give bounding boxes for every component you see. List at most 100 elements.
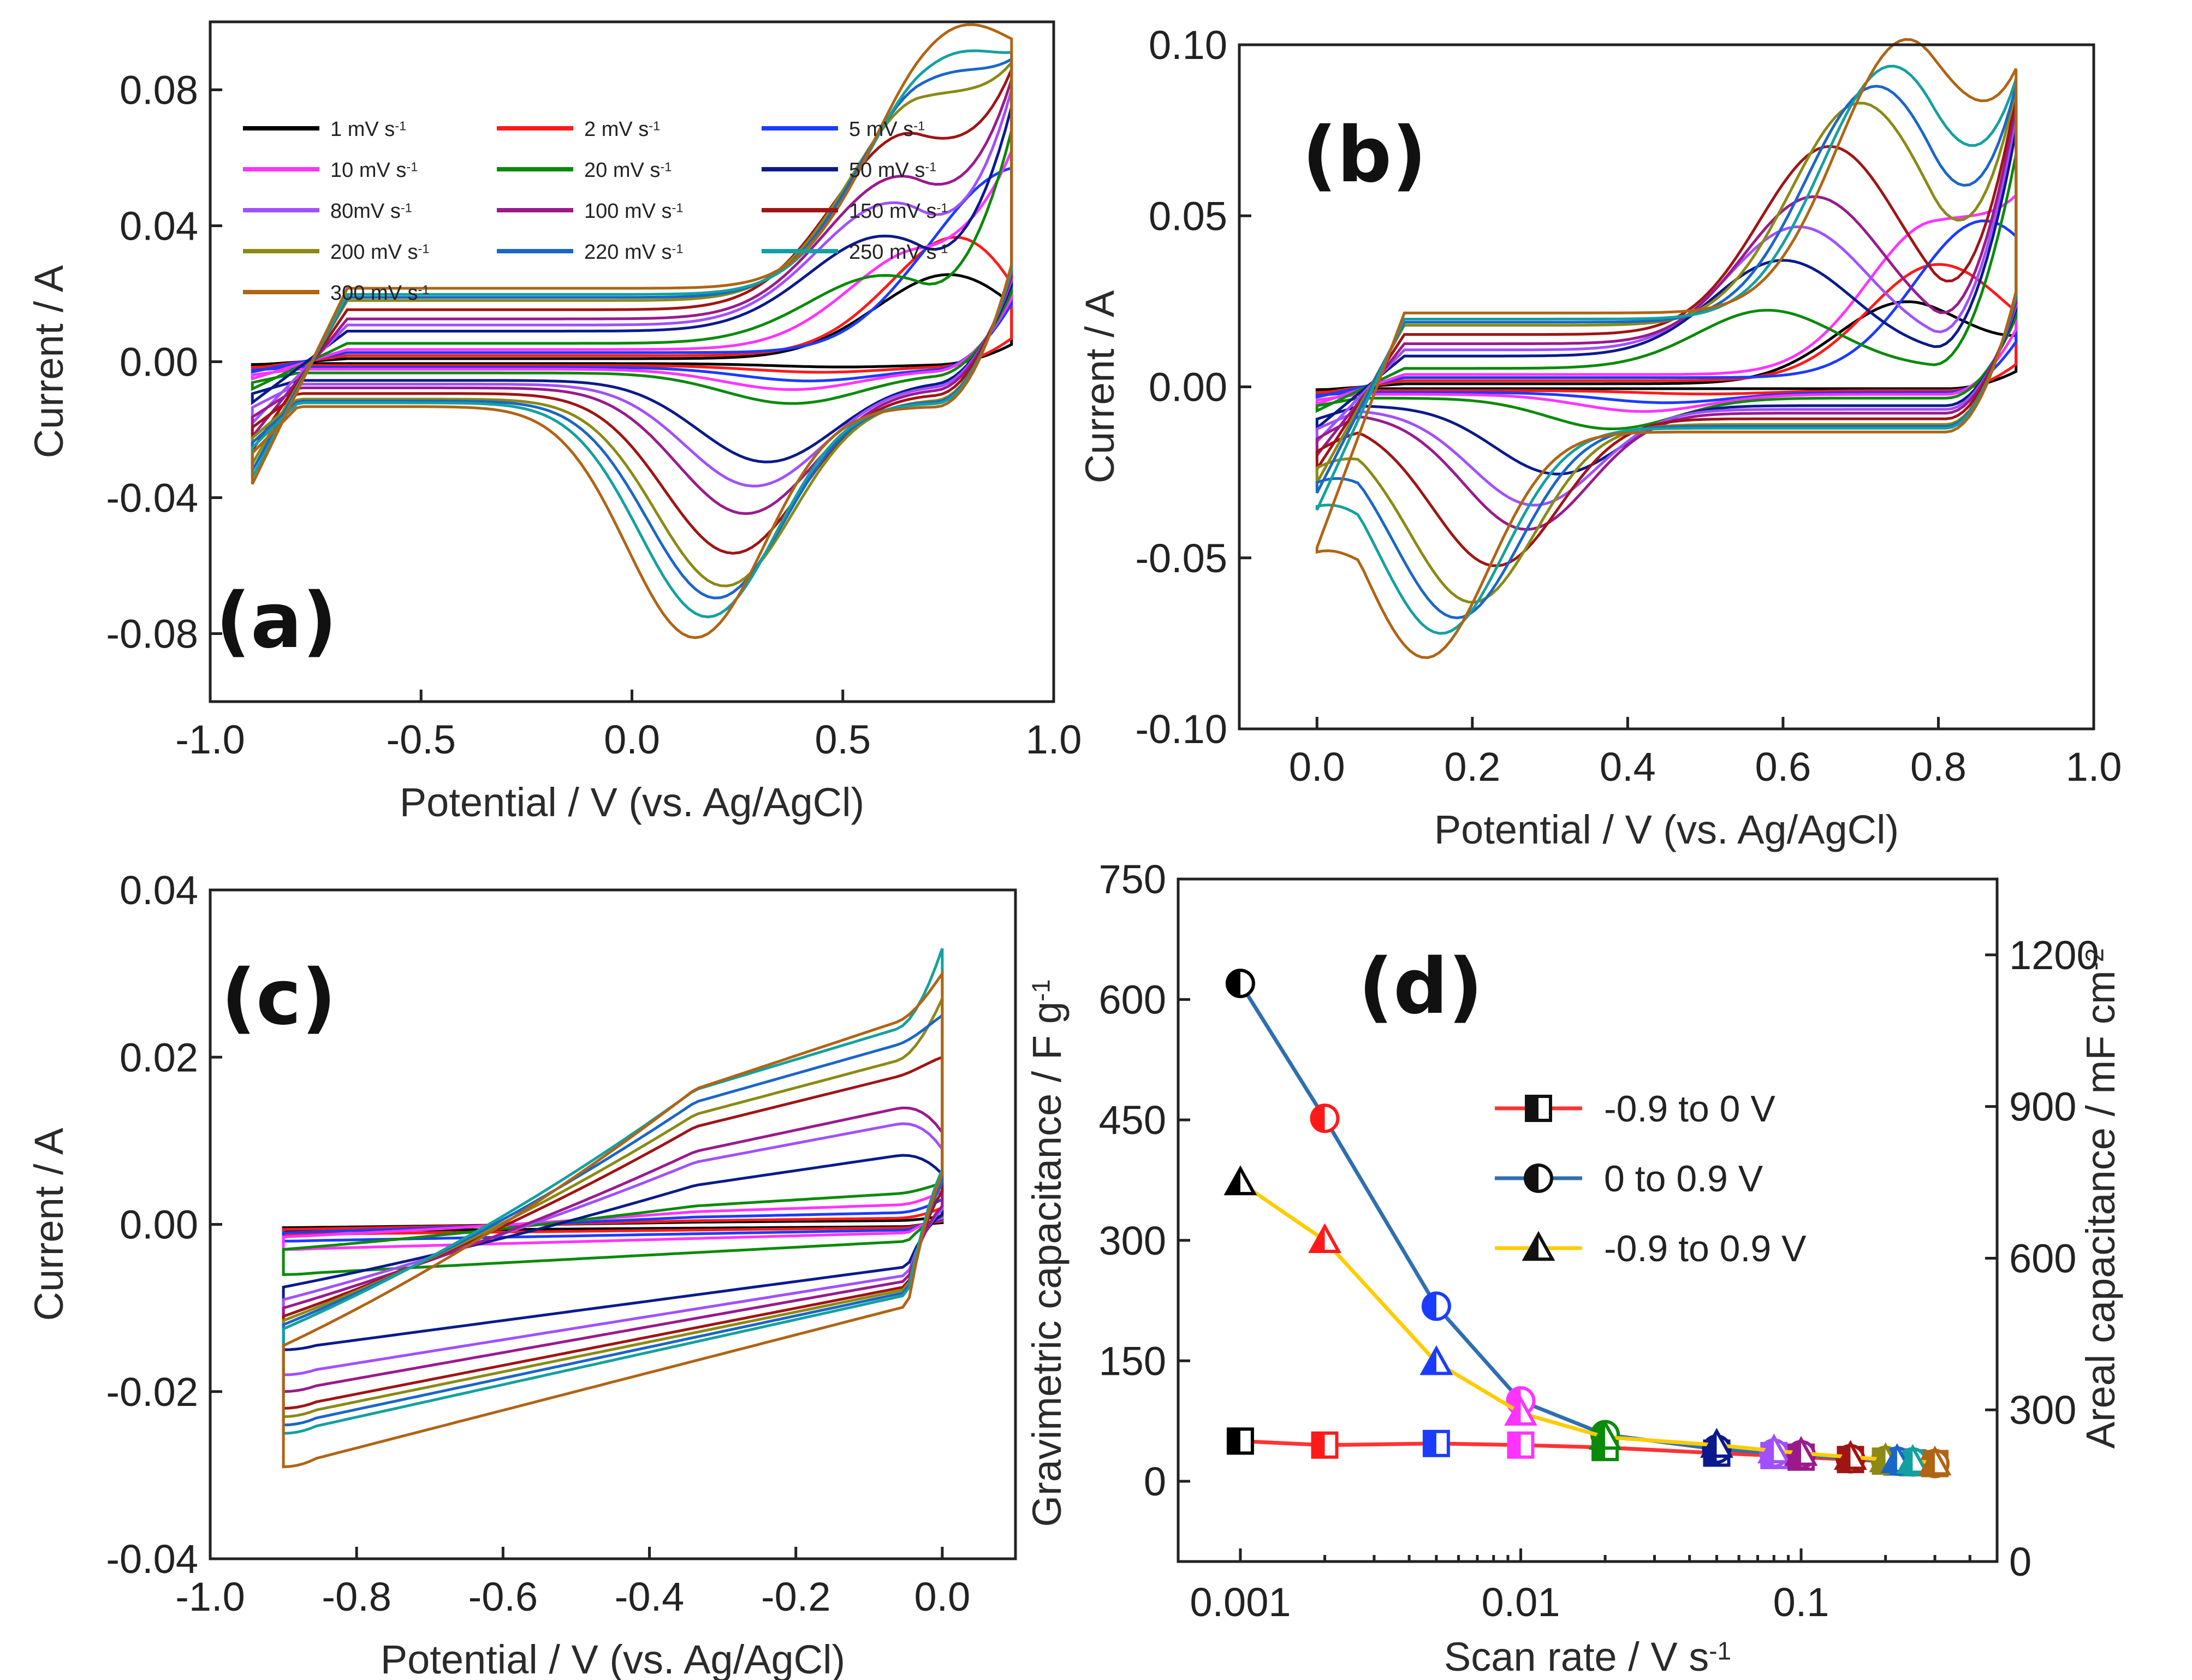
panel-b: 0.0 0.2 0.4 0.6 0.8 1.0 0.10 0.05 0.00 -0.05 -0.10… (1077, 22, 2122, 852)
panel-b-xtick-label: 0.6 (1755, 744, 1811, 789)
legend-marker (1522, 1231, 1555, 1261)
legend-label-text: 220 mV s (584, 241, 672, 264)
data-point (1757, 1433, 1791, 1464)
legend-label: 200 mV s-1 (330, 241, 429, 264)
data-point (1311, 1431, 1339, 1459)
data-point-fill (1228, 1429, 1240, 1453)
data-point-fill (1311, 1105, 1325, 1132)
legend-label: 80mV s-1 (330, 200, 412, 223)
panel-b-label: (b) (1302, 111, 1427, 200)
legend-label-text: 100 mV s (584, 200, 672, 223)
legend-label-sup: -1 (660, 159, 672, 174)
panel-a-label: (a) (216, 577, 337, 666)
legend-label-text: 300 mV s (330, 282, 418, 305)
panel-b-ytick-label: 0.05 (1149, 193, 1227, 239)
data-point-fill (1312, 1433, 1325, 1457)
data-point-fill (1703, 1431, 1717, 1457)
data-point (1834, 1440, 1867, 1470)
data-point (1700, 1428, 1733, 1458)
panel-a-ytick-label: 0.00 (120, 340, 198, 385)
legend-label: 220 mV s-1 (584, 241, 683, 264)
panel-b-xtick-label: 0.4 (1600, 744, 1656, 789)
legend-label: 5 mV s-1 (849, 118, 925, 141)
cv-curve (251, 273, 1013, 369)
legend-label: 1 mV s-1 (330, 118, 406, 141)
legend-label-text: 250 mV s (849, 241, 937, 264)
cv-curve (1315, 154, 2018, 430)
cv-curve (1315, 192, 2018, 413)
panel-d-y-right-axis-title-sup: -2 (2080, 948, 2108, 971)
legend-label-sup: -1 (937, 241, 948, 256)
panel-d-xtick-label: 0.001 (1190, 1580, 1291, 1625)
panel-a-xtick-label: 1.0 (1026, 717, 1082, 762)
series-triangle (1223, 1165, 1952, 1476)
legend-label-text: 10 mV s (330, 159, 406, 182)
panel-b-xtick-label: 0.2 (1444, 744, 1500, 789)
cv-curve (251, 150, 1013, 391)
cv-curve (1315, 38, 2018, 660)
legend-label: 50 mV s-1 (849, 159, 936, 182)
legend-label-sup: -1 (395, 118, 406, 133)
panel-d-ytick-label: 450 (1099, 1097, 1166, 1143)
data-point-fill (1508, 1433, 1521, 1457)
legend-label-text: 2 mV s (584, 118, 649, 141)
panel-d-ytick-right-label: 300 (2009, 1387, 2076, 1433)
panel-b-ytick-label: 0.10 (1149, 22, 1227, 68)
panel-c-xtick-label: -0.4 (615, 1574, 685, 1619)
panel-d-frame (1177, 877, 1999, 1563)
legend-label: 150 mV s-1 (849, 200, 948, 223)
panel-d-xtick-label: 0.1 (1773, 1580, 1829, 1625)
panel-c-xtick-label: -0.8 (322, 1574, 391, 1619)
legend-label-text: 150 mV s (849, 200, 937, 223)
panel-d-xtick-label: 0.01 (1481, 1580, 1560, 1625)
data-point (1896, 1444, 1929, 1474)
cv-curve (282, 1154, 944, 1351)
series-line (1240, 1439, 1935, 1466)
legend-d: -0.9 to 0 V 0 to 0.9 V -0.9 to 0.9 V (1495, 1088, 1807, 1269)
legend-marker-fill (1524, 1234, 1538, 1260)
panel-a-y-axis-title: Current / A (26, 265, 72, 458)
legend-label-text: 20 mV s (584, 159, 660, 182)
data-point-fill (1787, 1439, 1802, 1464)
cv-curve (282, 948, 944, 1435)
panel-d: 0.001 0.01 0.17506004503001500120090060030… (1024, 857, 2123, 1679)
panel-d-y-axis-title: Gravimetric capacitance / F g-1 (1024, 979, 1070, 1527)
panel-a-ytick-label: 0.04 (120, 204, 198, 249)
data-point-fill (1226, 1168, 1240, 1194)
cv-curve (251, 69, 1013, 555)
legend-label-text: 200 mV s (330, 241, 418, 264)
cv-curve (1315, 263, 2018, 396)
panel-c-xtick-label: 0.0 (914, 1574, 970, 1619)
panel-a-xtick-label: -0.5 (386, 717, 456, 762)
cv-curve (282, 969, 944, 1469)
legend-marker-fill (1525, 1165, 1538, 1191)
data-point (1507, 1431, 1535, 1459)
panel-b-ytick-label: 0.00 (1149, 365, 1227, 410)
panel-b-y-axis-title: Current / A (1077, 290, 1122, 483)
legend-label: 250 mV s-1 (849, 241, 948, 264)
data-point (1419, 1345, 1453, 1375)
panel-d-y-axis-title-text: Gravimetric capacitance / F g (1024, 1001, 1070, 1527)
panel-b-curves (1315, 38, 2018, 660)
panel-c-xtick-label: -0.6 (468, 1574, 538, 1619)
panel-c-xtick-label: -0.2 (761, 1574, 831, 1619)
data-point (1918, 1445, 1952, 1476)
cv-curve (1315, 300, 2018, 392)
data-point (1784, 1435, 1818, 1466)
panel-d-x-axis-title-text: Scan rate / V s (1444, 1634, 1709, 1679)
data-point-fill (1507, 1399, 1521, 1424)
panel-d-ytick-label: 0 (1144, 1459, 1166, 1504)
panel-b-xtick-label: 0.8 (1910, 744, 1967, 789)
legend-label: 20 mV s-1 (584, 159, 672, 182)
legend-label-sup: -1 (925, 159, 936, 174)
panel-c-xtick-label: -1.0 (175, 1574, 245, 1619)
data-point-fill (1311, 1226, 1325, 1252)
panel-d-label: (d) (1358, 942, 1483, 1031)
panel-a-xtick-label: -1.0 (175, 717, 245, 762)
legend-label-sup: -1 (649, 118, 660, 133)
legend: 1 mV s-1 2 mV s-1 5 mV s-110 mV s-1 20 mV s… (243, 118, 948, 305)
data-point (1421, 1291, 1451, 1321)
panel-d-ytick-label: 600 (1099, 977, 1166, 1023)
panel-a-ytick-label: 0.08 (120, 68, 198, 113)
